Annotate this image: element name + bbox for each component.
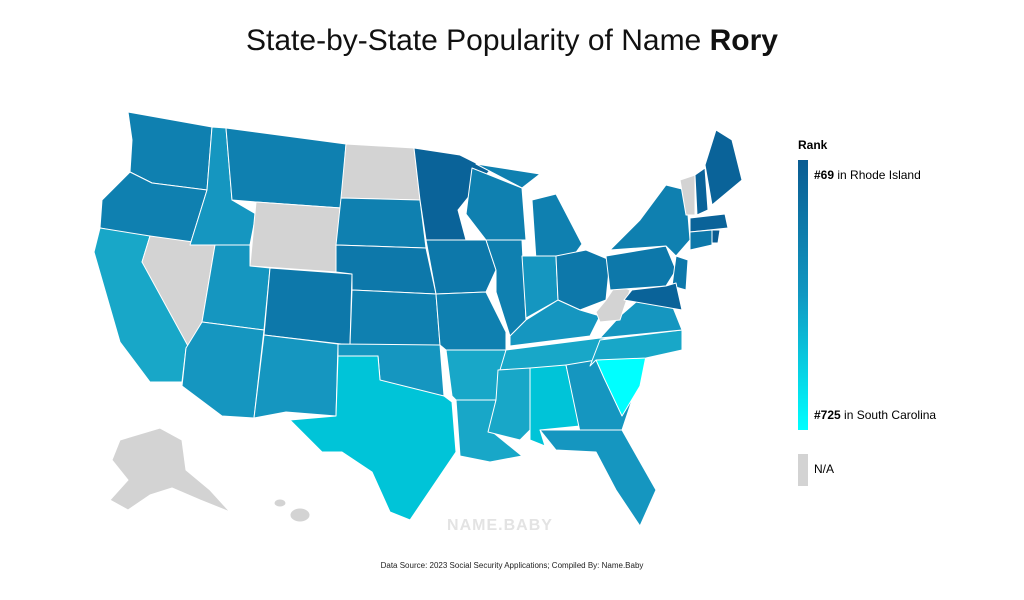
state <box>335 197 427 249</box>
state <box>249 201 342 273</box>
state <box>509 299 601 347</box>
state <box>589 329 683 367</box>
state <box>605 245 677 291</box>
title-text: State-by-State Popularity of Name <box>246 24 701 57</box>
title: State-by-State Popularity of Name Rory <box>246 24 778 57</box>
legend-title: Rank <box>798 138 828 152</box>
state <box>565 359 633 433</box>
state <box>671 255 689 291</box>
legend-bottom-state: in South Carolina <box>844 408 936 422</box>
state <box>425 239 497 295</box>
watermark: NAME.BABY <box>447 517 553 534</box>
state <box>340 143 421 201</box>
state <box>555 249 611 311</box>
legend-top: #69 in Rhode Island <box>814 168 921 182</box>
state <box>109 427 231 513</box>
state <box>435 291 507 351</box>
state <box>253 334 339 419</box>
state <box>263 267 353 346</box>
state <box>289 507 311 523</box>
state <box>531 193 583 261</box>
state <box>595 284 631 323</box>
state <box>609 184 691 257</box>
legend-na-swatch <box>798 454 808 486</box>
legend-top-state: in Rhode Island <box>837 168 920 182</box>
state <box>679 174 696 216</box>
legend-gradient <box>798 160 808 430</box>
state <box>225 127 347 209</box>
state <box>181 321 265 419</box>
state <box>623 282 683 311</box>
footer: Data Source: 2023 Social Security Applic… <box>381 561 644 570</box>
legend-na: N/A <box>814 462 834 476</box>
state <box>689 213 729 233</box>
state <box>694 167 709 216</box>
state <box>539 429 657 527</box>
title-name: Rory <box>710 24 779 57</box>
state <box>413 147 491 241</box>
legend-bottom: #725 in South Carolina <box>814 408 936 422</box>
state <box>289 355 457 521</box>
us-map <box>93 111 743 527</box>
state <box>273 498 287 508</box>
legend-top-rank: #69 <box>814 168 834 182</box>
state <box>689 229 713 251</box>
state <box>475 163 541 189</box>
state <box>711 229 721 244</box>
state <box>349 289 441 346</box>
state <box>704 129 743 206</box>
legend-bottom-rank: #725 <box>814 408 841 422</box>
